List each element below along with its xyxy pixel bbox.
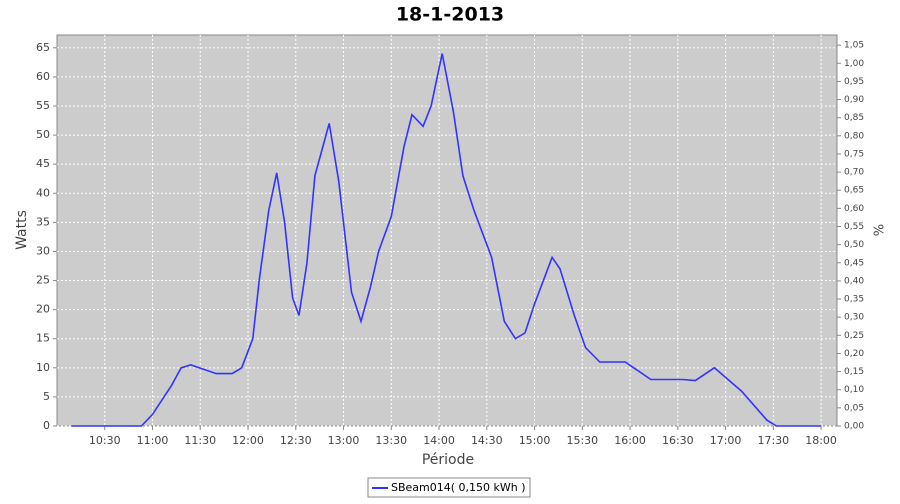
x-tick-label: 13:30 bbox=[375, 434, 407, 447]
y2-tick-label: 0,50 bbox=[844, 240, 864, 250]
y-tick-label: 5 bbox=[43, 390, 50, 403]
y-tick-label: 15 bbox=[36, 332, 50, 345]
plot-area bbox=[56, 34, 838, 427]
legend bbox=[367, 477, 531, 498]
y2-tick-label: 1,00 bbox=[844, 59, 864, 69]
y2-tick-label: 0,55 bbox=[844, 222, 864, 232]
y2-tick-label: 0,10 bbox=[844, 385, 864, 395]
x-tick-label: 12:30 bbox=[280, 434, 312, 447]
y2-tick-label: 0,85 bbox=[844, 113, 864, 123]
y2-tick-label: 0,25 bbox=[844, 331, 864, 341]
y-tick-label: 10 bbox=[36, 361, 50, 374]
x-tick-label: 12:00 bbox=[232, 434, 264, 447]
x-tick-label: 15:00 bbox=[519, 434, 551, 447]
y-tick-label: 45 bbox=[36, 157, 50, 170]
y2-tick-label: 0,05 bbox=[844, 403, 864, 413]
x-tick-label: 16:30 bbox=[662, 434, 694, 447]
y2-tick-label: 0,30 bbox=[844, 313, 864, 323]
y2-tick-label: 0,75 bbox=[844, 149, 864, 159]
y-tick-label: 50 bbox=[36, 128, 50, 141]
y2-tick-label: 0,95 bbox=[844, 77, 864, 87]
x-tick-label: 11:30 bbox=[184, 434, 216, 447]
y2-tick-label: 1,05 bbox=[844, 41, 864, 51]
y2-axis-label: % bbox=[873, 224, 888, 236]
x-tick-label: 14:30 bbox=[471, 434, 503, 447]
y-axis-label: Watts bbox=[14, 210, 30, 250]
y-tick-label: 55 bbox=[36, 99, 50, 112]
y2-tick-label: 0,35 bbox=[844, 295, 864, 305]
x-tick-label: 13:00 bbox=[328, 434, 360, 447]
y2-tick-label: 0,80 bbox=[844, 131, 864, 141]
y2-tick-label: 0,20 bbox=[844, 349, 864, 359]
x-tick-label: 18:00 bbox=[805, 434, 837, 447]
y2-tick-label: 0,90 bbox=[844, 95, 864, 105]
chart-title: 18-1-2013 bbox=[396, 4, 504, 26]
y2-tick-label: 0,70 bbox=[844, 168, 864, 178]
y-tick-label: 60 bbox=[36, 70, 50, 83]
y2-tick-label: 0,15 bbox=[844, 367, 864, 377]
y-tick-label: 25 bbox=[36, 274, 50, 287]
legend-label: SBeam014( 0,150 kWh ) bbox=[391, 481, 526, 494]
y-tick-label: 65 bbox=[36, 41, 50, 54]
x-tick-label: 16:00 bbox=[614, 434, 646, 447]
x-tick-label: 14:00 bbox=[423, 434, 455, 447]
y2-tick-label: 0,00 bbox=[844, 422, 864, 432]
y2-tick-label: 0,45 bbox=[844, 258, 864, 268]
y2-tick-label: 0,60 bbox=[844, 204, 864, 214]
y-tick-label: 20 bbox=[36, 303, 50, 316]
y-tick-label: 40 bbox=[36, 186, 50, 199]
y2-tick-label: 0,40 bbox=[844, 276, 864, 286]
x-tick-label: 17:30 bbox=[757, 434, 789, 447]
y-tick-label: 0 bbox=[43, 419, 50, 432]
x-tick-label: 15:30 bbox=[566, 434, 598, 447]
y2-tick-label: 0,65 bbox=[844, 186, 864, 196]
y-tick-label: 30 bbox=[36, 244, 50, 257]
x-tick-label: 17:00 bbox=[710, 434, 742, 447]
data-line bbox=[71, 53, 822, 427]
x-axis-label: Période bbox=[422, 452, 474, 468]
x-tick-label: 11:00 bbox=[137, 434, 169, 447]
x-tick-label: 10:30 bbox=[89, 434, 121, 447]
y-tick-label: 35 bbox=[36, 215, 50, 228]
